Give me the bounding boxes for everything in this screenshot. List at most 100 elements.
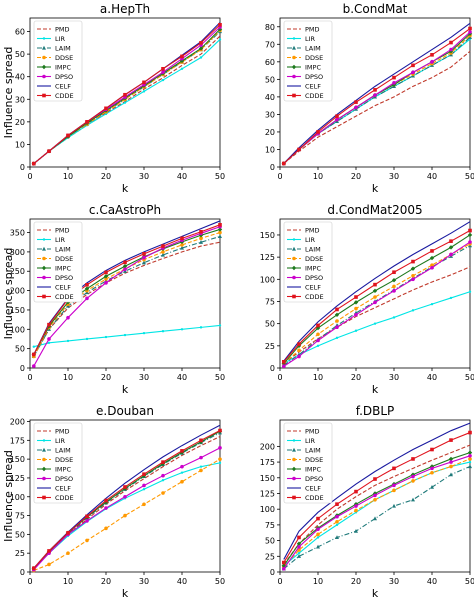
data-point-ddse [335,520,339,524]
legend-marker-lir [293,439,295,441]
data-point-cdde [161,244,165,248]
y-tick-label: 40 [265,93,275,102]
data-point-dpso [449,48,453,52]
data-point-ddse [123,514,127,518]
data-point-dpso [373,93,377,97]
data-point-dpso [85,519,89,523]
data-point-dpso [161,474,165,478]
data-point-ddse [373,498,377,502]
data-point-cdde [142,252,146,256]
y-tick-label: 75 [265,521,275,530]
data-point-cdde [282,561,286,565]
y-tick-label: 0 [20,568,25,577]
legend-marker-ddse [292,458,296,462]
data-point-cdde [282,162,286,166]
data-point-dpso [373,301,377,305]
y-tick-label: 10 [15,140,25,149]
data-point-dpso [316,527,320,531]
data-point-dpso [335,325,339,329]
y-tick-label: 175 [260,458,275,467]
data-point-cdde [66,134,70,138]
data-point-ddse [66,551,70,555]
data-point-ddse [430,471,434,475]
y-tick-label: 0 [20,364,25,373]
data-point-cdde [123,93,127,97]
data-point-lir [469,461,471,463]
legend-marker-cdde [42,94,46,98]
data-point-dpso [430,266,434,270]
legend-label-celf: CELF [305,83,321,91]
data-point-cdde [47,149,51,153]
legend-marker-dpso [42,75,46,79]
chart-panel-c-caastroph: c.CaAstroPh0 10 20 30 40 50050100150200250300… [2,203,225,396]
legend-marker-lir [43,37,45,39]
data-point-ddse [161,491,165,495]
x-tick-label: 40 [177,373,187,382]
data-point-dpso [47,337,51,341]
data-point-cdde [142,472,146,476]
data-point-cdde [66,531,70,535]
data-point-laim [218,234,222,238]
y-tick-label: 0 [20,163,25,172]
data-point-cdde [199,230,203,234]
data-point-dpso [142,256,146,260]
data-point-lir [181,68,183,70]
x-tick-label: 50 [215,373,225,382]
data-point-dpso [392,484,396,488]
data-point-cdde [335,502,339,506]
data-point-lir [162,479,164,481]
legend-label-lir: LIR [305,35,316,43]
legend-label-pmd: PMD [55,428,70,436]
legend-label-pmd: PMD [305,227,320,235]
y-tick-label: 50 [265,320,275,329]
data-point-dpso [354,106,358,110]
data-point-dpso [104,281,108,285]
y-tick-label: 25 [265,552,275,561]
legend-marker-cdde [292,94,296,98]
data-point-dpso [411,278,415,282]
data-point-lir [162,79,164,81]
chart-title: c.CaAstroPh [89,203,161,217]
data-point-cdde [123,261,127,265]
legend-label-celf: CELF [55,284,71,292]
y-tick-label: 125 [260,253,275,262]
x-tick-label: 50 [215,577,225,586]
data-point-cdde [218,223,222,227]
series-lir [33,324,222,348]
data-point-lir [67,340,69,342]
data-point-ddse [335,319,339,323]
chart-panel-a-hepth: a.HepTh 0 10 20 30 40 50 0 10 20 30 40 50 60 k Influenc… [2,2,225,195]
data-point-cdde [297,148,301,152]
x-tick-label: 10 [63,172,73,181]
data-point-ddse [142,502,146,506]
y-tick-label: 100 [260,505,275,514]
x-tick-label: 20 [351,373,361,382]
data-point-laim [373,516,377,520]
data-point-cdde [47,549,51,553]
series-line-lir [34,325,220,346]
legend: PMDLIR LAIMDDSE IMPCDPSO CELFCDDE [34,222,82,302]
legend-label-lir: LIR [55,35,66,43]
x-tick-label: 20 [101,172,111,181]
y-tick-label: 20 [265,128,275,137]
data-point-cdde [335,308,339,312]
y-tick-label: 50 [265,537,275,546]
y-tick-label: 20 [15,118,25,127]
x-tick-label: 0 [277,577,282,586]
data-point-dpso [282,567,286,571]
x-tick-label: 0 [27,172,32,181]
data-point-cdde [430,53,434,57]
legend-marker-lir [293,37,295,39]
legend-label-cdde: CDDE [305,293,324,301]
data-point-cdde [316,130,320,134]
data-point-lir [219,462,221,464]
data-point-cdde [373,283,377,287]
data-point-ddse [297,348,301,352]
legend-label-dpso: DPSO [55,475,73,483]
data-point-cdde [335,114,339,118]
y-tick-label: 0 [270,163,275,172]
legend-label-pmd: PMD [305,26,320,34]
data-point-ddse [199,469,203,473]
data-point-cdde [354,490,358,494]
data-point-dpso [392,81,396,85]
